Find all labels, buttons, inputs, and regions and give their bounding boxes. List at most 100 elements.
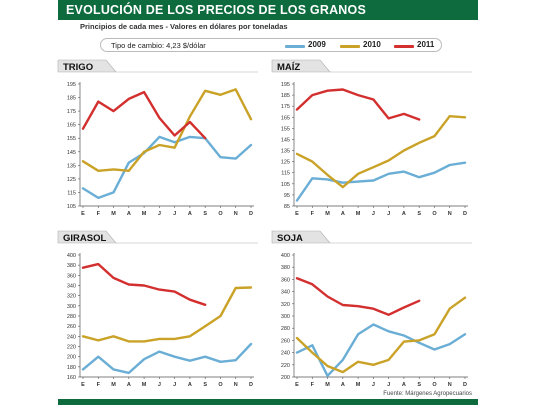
y-tick-label: 135: [67, 163, 76, 169]
series-line-2011: [295, 277, 421, 317]
x-tick-label: F: [97, 382, 101, 388]
y-tick-label: 320: [67, 294, 76, 300]
y-tick-label: 220: [281, 363, 290, 369]
x-tick-label: M: [356, 211, 361, 217]
x-tick-label: J: [372, 211, 375, 217]
x-tick-label: A: [127, 382, 131, 388]
source-note: Fuente: Márgenes Agropecuarios: [383, 391, 472, 397]
y-tick-label: 380: [281, 265, 290, 271]
y-tick-label: 180: [67, 365, 76, 371]
exchange-rate-label: Tipo de cambio: 4,23 $/dólar: [111, 41, 206, 50]
series-line-2009: [295, 323, 467, 378]
y-tick-label: 300: [281, 314, 290, 320]
footer-bar: [58, 399, 478, 405]
x-tick-label: A: [341, 211, 345, 217]
legend-label-2009: 2009: [308, 40, 326, 49]
y-tick-label: 105: [67, 204, 76, 210]
chart-panel-trigo: TRIGO 105 115 125 135 145 155 165 175 185 195 E F M A M…: [57, 58, 258, 218]
legend-swatch-2009: [285, 45, 305, 48]
x-tick-label: N: [234, 382, 238, 388]
y-tick-label: 145: [281, 137, 290, 143]
series-line-2009: [81, 342, 253, 375]
series-line-2009: [295, 161, 467, 202]
y-tick-label: 400: [67, 253, 76, 259]
x-tick-label: M: [111, 211, 116, 217]
chart-girasol: GIRASOL 160 180 200 220 240 260 280 300 320 340 360…: [57, 230, 258, 388]
x-tick-label: A: [188, 382, 192, 388]
y-tick-label: 105: [281, 182, 290, 188]
y-tick-label: 125: [281, 160, 290, 166]
x-tick-label: O: [218, 382, 223, 388]
x-tick-label: D: [463, 382, 467, 388]
x-tick-label: J: [158, 211, 161, 217]
chart-trigo: TRIGO 105 115 125 135 145 155 165 175 185 195 E F M A M…: [57, 59, 258, 217]
series-line-2011: [81, 90, 207, 140]
series-line-2011: [81, 262, 207, 307]
y-tick-label: 85: [284, 204, 290, 210]
series-line-2011: [295, 88, 421, 121]
y-tick-label: 175: [67, 109, 76, 115]
y-tick-label: 195: [67, 82, 76, 88]
chart-title-trigo: TRIGO: [63, 62, 93, 73]
chart-maiz: MAÍZ 85 95 105 115 125 135 145 155 165 175 185 195 E F…: [271, 59, 472, 217]
x-tick-label: M: [142, 211, 147, 217]
y-tick-label: 240: [67, 334, 76, 340]
x-tick-label: A: [188, 211, 192, 217]
x-tick-label: E: [81, 382, 85, 388]
x-tick-label: F: [311, 382, 315, 388]
chart-panel-maiz: MAÍZ 85 95 105 115 125 135 145 155 165 175 185 195 E F…: [271, 58, 472, 218]
y-tick-label: 340: [67, 284, 76, 290]
y-tick-label: 125: [67, 177, 76, 183]
legend-bar: Tipo de cambio: 4,23 $/dólar 2009 2010 2…: [100, 38, 442, 52]
x-tick-label: J: [372, 382, 375, 388]
x-tick-label: A: [341, 382, 345, 388]
x-tick-label: S: [417, 211, 421, 217]
y-tick-label: 195: [281, 82, 290, 88]
chart-title-soja: SOJA: [277, 233, 303, 244]
x-tick-label: E: [295, 382, 299, 388]
x-tick-label: O: [218, 211, 223, 217]
series-line-2010: [295, 115, 467, 189]
y-tick-label: 145: [67, 150, 76, 156]
subtitle: Principios de cada mes - Valores en dóla…: [80, 22, 288, 31]
x-tick-label: J: [158, 382, 161, 388]
y-tick-label: 280: [281, 326, 290, 332]
y-tick-label: 260: [67, 324, 76, 330]
x-tick-label: N: [448, 382, 452, 388]
y-tick-label: 185: [281, 93, 290, 99]
x-tick-label: A: [402, 211, 406, 217]
x-tick-label: M: [356, 382, 361, 388]
x-tick-label: M: [142, 382, 147, 388]
y-tick-label: 360: [67, 273, 76, 279]
y-tick-label: 400: [281, 253, 290, 259]
legend-label-2011: 2011: [417, 40, 435, 49]
x-tick-label: J: [173, 211, 176, 217]
x-tick-label: J: [387, 211, 390, 217]
x-tick-label: M: [111, 382, 116, 388]
y-tick-label: 200: [281, 375, 290, 381]
y-tick-label: 115: [281, 171, 290, 177]
y-tick-label: 165: [67, 123, 76, 129]
y-tick-label: 115: [67, 190, 76, 196]
y-tick-label: 185: [67, 96, 76, 102]
x-tick-label: N: [448, 211, 452, 217]
y-tick-label: 220: [67, 345, 76, 351]
x-tick-label: S: [203, 382, 207, 388]
x-tick-label: D: [249, 211, 253, 217]
series-line-2009: [81, 135, 253, 200]
legend-swatch-2010: [340, 45, 360, 48]
y-tick-label: 240: [281, 351, 290, 357]
x-tick-label: S: [203, 211, 207, 217]
x-tick-label: F: [311, 211, 315, 217]
y-tick-label: 175: [281, 104, 290, 110]
y-tick-label: 135: [281, 149, 290, 155]
y-tick-label: 320: [281, 302, 290, 308]
x-tick-label: E: [81, 211, 85, 217]
y-tick-label: 280: [67, 314, 76, 320]
y-tick-label: 360: [281, 277, 290, 283]
series-line-2010: [295, 296, 467, 374]
x-tick-label: J: [173, 382, 176, 388]
x-tick-label: J: [387, 382, 390, 388]
series-line-2010: [81, 88, 253, 173]
